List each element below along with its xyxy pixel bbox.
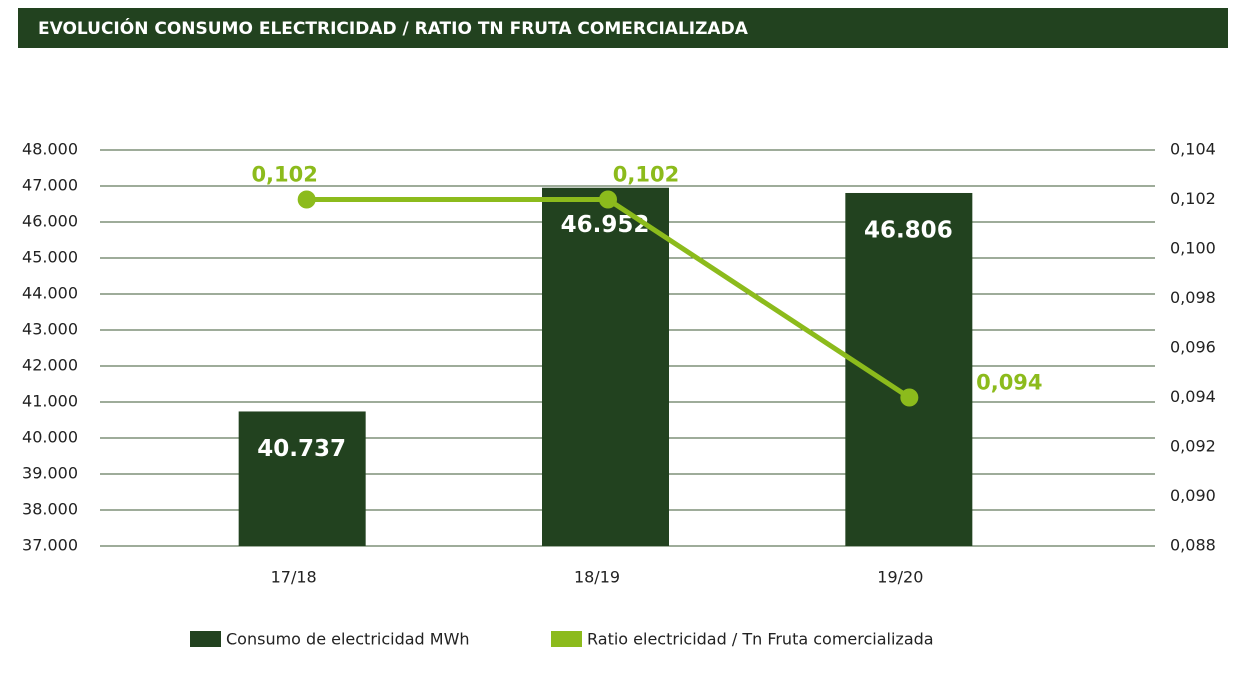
y2-tick-label: 0,098 xyxy=(1170,288,1216,307)
legend-label: Consumo de electricidad MWh xyxy=(226,630,470,649)
y-tick-label: 39.000 xyxy=(22,464,78,483)
chart-title: EVOLUCIÓN CONSUMO ELECTRICIDAD / RATIO T… xyxy=(38,17,749,39)
legend-swatch xyxy=(551,631,582,647)
y-tick-label: 37.000 xyxy=(22,536,78,555)
y2-tick-label: 0,096 xyxy=(1170,338,1216,357)
y-tick-label: 42.000 xyxy=(22,356,78,375)
x-tick-label: 18/19 xyxy=(574,568,620,587)
title-bar xyxy=(18,8,1228,48)
y2-tick-label: 0,104 xyxy=(1170,140,1216,159)
bar-value-label: 46.806 xyxy=(864,217,953,243)
bar xyxy=(542,187,669,546)
x-tick-label: 17/18 xyxy=(271,568,317,587)
line-value-label: 0,102 xyxy=(251,163,317,187)
y-tick-label: 43.000 xyxy=(22,320,78,339)
y-tick-label: 46.000 xyxy=(22,212,78,231)
y2-tick-label: 0,094 xyxy=(1170,387,1216,406)
line-point xyxy=(900,388,919,407)
x-tick-label: 19/20 xyxy=(877,568,923,587)
y-tick-label: 38.000 xyxy=(22,500,78,519)
y2-tick-label: 0,092 xyxy=(1170,437,1216,456)
y-tick-label: 44.000 xyxy=(22,284,78,303)
legend-swatch xyxy=(190,631,221,647)
legend-label: Ratio electricidad / Tn Fruta comerciali… xyxy=(587,630,934,649)
y2-tick-label: 0,088 xyxy=(1170,536,1216,555)
line-value-label: 0,094 xyxy=(976,371,1042,395)
y-tick-label: 48.000 xyxy=(22,140,78,159)
bar xyxy=(238,411,366,546)
line-point xyxy=(297,190,316,209)
bar-value-label: 40.737 xyxy=(257,436,346,462)
y2-tick-label: 0,100 xyxy=(1170,239,1216,258)
line-value-label: 0,102 xyxy=(613,163,679,187)
y2-tick-label: 0,090 xyxy=(1170,486,1216,505)
y-tick-label: 47.000 xyxy=(22,176,78,195)
line-point xyxy=(599,190,617,209)
y-tick-label: 45.000 xyxy=(22,248,78,267)
y-tick-label: 40.000 xyxy=(22,428,78,447)
y-tick-label: 41.000 xyxy=(22,392,78,411)
y2-tick-label: 0,102 xyxy=(1170,189,1216,208)
